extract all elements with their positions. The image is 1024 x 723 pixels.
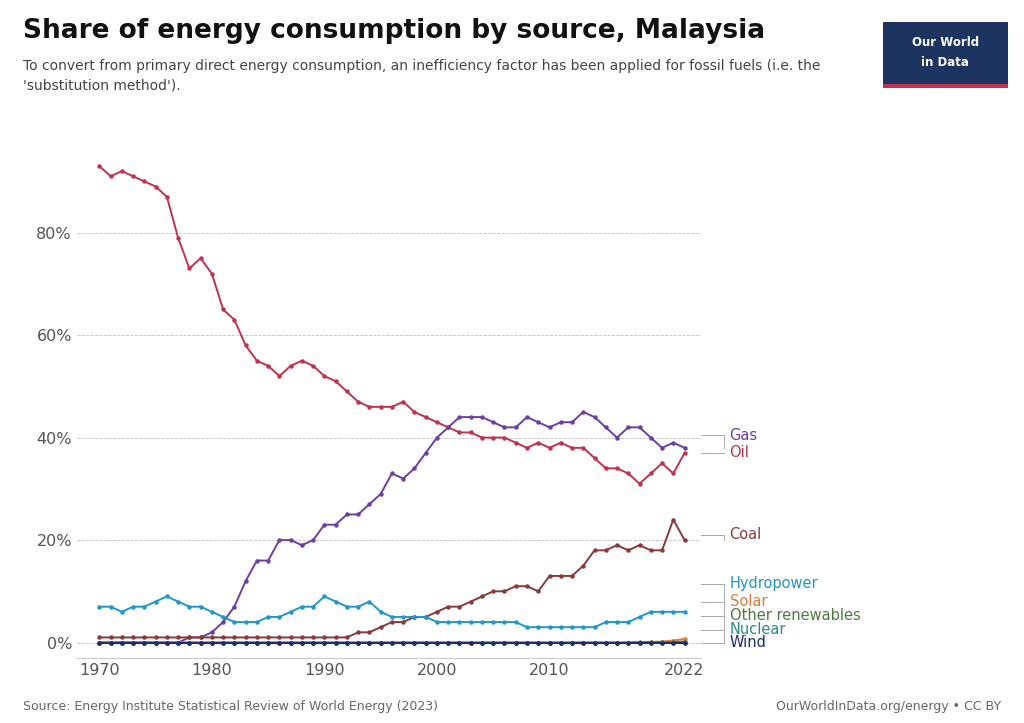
Text: To convert from primary direct energy consumption, an inefficiency factor has be: To convert from primary direct energy co… <box>23 59 820 93</box>
Text: Nuclear: Nuclear <box>729 623 786 637</box>
Text: Hydropower: Hydropower <box>729 576 818 591</box>
Text: Oil: Oil <box>729 445 750 461</box>
Text: in Data: in Data <box>922 56 969 69</box>
Bar <box>883 84 1008 88</box>
Text: Our World: Our World <box>911 36 979 49</box>
Text: Source: Energy Institute Statistical Review of World Energy (2023): Source: Energy Institute Statistical Rev… <box>23 700 437 713</box>
Text: Other renewables: Other renewables <box>729 609 860 623</box>
Text: Solar: Solar <box>729 594 767 609</box>
Text: Wind: Wind <box>729 635 766 650</box>
Text: Coal: Coal <box>729 528 762 542</box>
Text: Gas: Gas <box>729 427 758 442</box>
Text: OurWorldInData.org/energy • CC BY: OurWorldInData.org/energy • CC BY <box>776 700 1001 713</box>
Text: Share of energy consumption by source, Malaysia: Share of energy consumption by source, M… <box>23 18 765 44</box>
